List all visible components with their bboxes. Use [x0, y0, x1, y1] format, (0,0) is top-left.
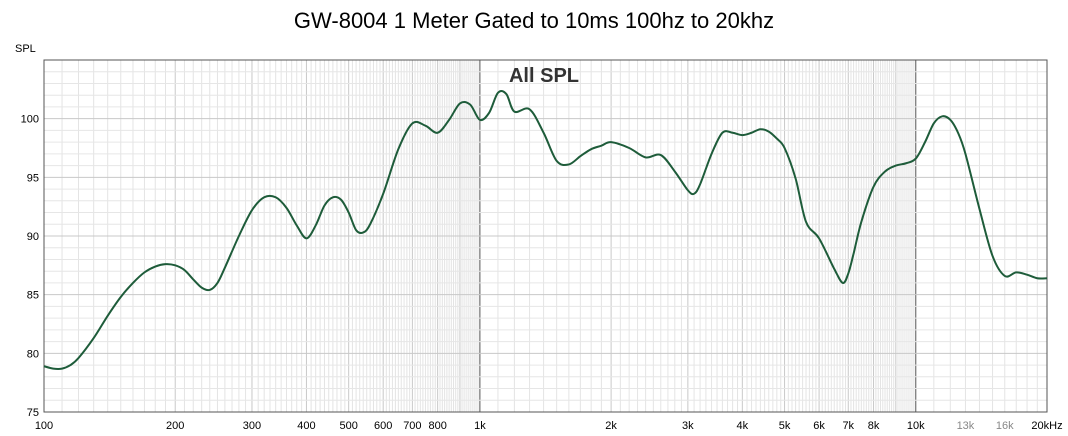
- x-tick-label: 13k: [957, 420, 975, 432]
- x-tick-label: 300: [243, 420, 261, 432]
- series-layer: [43, 90, 1048, 370]
- x-tick-label: 200: [166, 420, 184, 432]
- x-tick-label: 800: [428, 420, 446, 432]
- y-axis-ticks: 75 80 85 90 95 100: [21, 114, 39, 419]
- y-tick-label: 85: [27, 290, 39, 302]
- x-tick-label: 400: [297, 420, 315, 432]
- chart-subtitle: All SPL: [509, 65, 579, 87]
- x-tick-label: 8k: [868, 420, 880, 432]
- y-axis-label: SPL: [15, 43, 36, 55]
- chart-title: GW-8004 1 Meter Gated to 10ms 100hz to 2…: [293, 8, 775, 33]
- series-line: [43, 90, 1048, 370]
- x-tick-label: 700: [403, 420, 421, 432]
- x-tick-label: 10k: [907, 420, 925, 432]
- y-tick-label: 80: [27, 348, 39, 360]
- x-axis-ticks: 100 200 300 400 500 600 700 800 1k 2k 3k 4k 5k 6k 7k 8k…: [35, 420, 1063, 432]
- y-tick-label: 95: [27, 172, 39, 184]
- x-tick-label: 7k: [842, 420, 854, 432]
- x-tick-label: 5k: [779, 420, 791, 432]
- x-tick-label: 600: [374, 420, 392, 432]
- x-tick-label: 20kHz: [1031, 420, 1062, 432]
- y-tick-label: 100: [21, 114, 39, 126]
- y-tick-label: 75: [27, 407, 39, 419]
- x-tick-label: 6k: [813, 420, 825, 432]
- x-tick-label: 2k: [605, 420, 617, 432]
- plot-frame: [43, 59, 1048, 413]
- x-tick-label: 500: [339, 420, 357, 432]
- x-tick-label: 1k: [474, 420, 486, 432]
- x-tick-label: 4k: [737, 420, 749, 432]
- x-tick-label: 100: [35, 420, 53, 432]
- x-tick-label: 16k: [996, 420, 1014, 432]
- y-tick-label: 90: [27, 231, 39, 243]
- x-tick-label: 3k: [682, 420, 694, 432]
- grid: [43, 59, 1048, 413]
